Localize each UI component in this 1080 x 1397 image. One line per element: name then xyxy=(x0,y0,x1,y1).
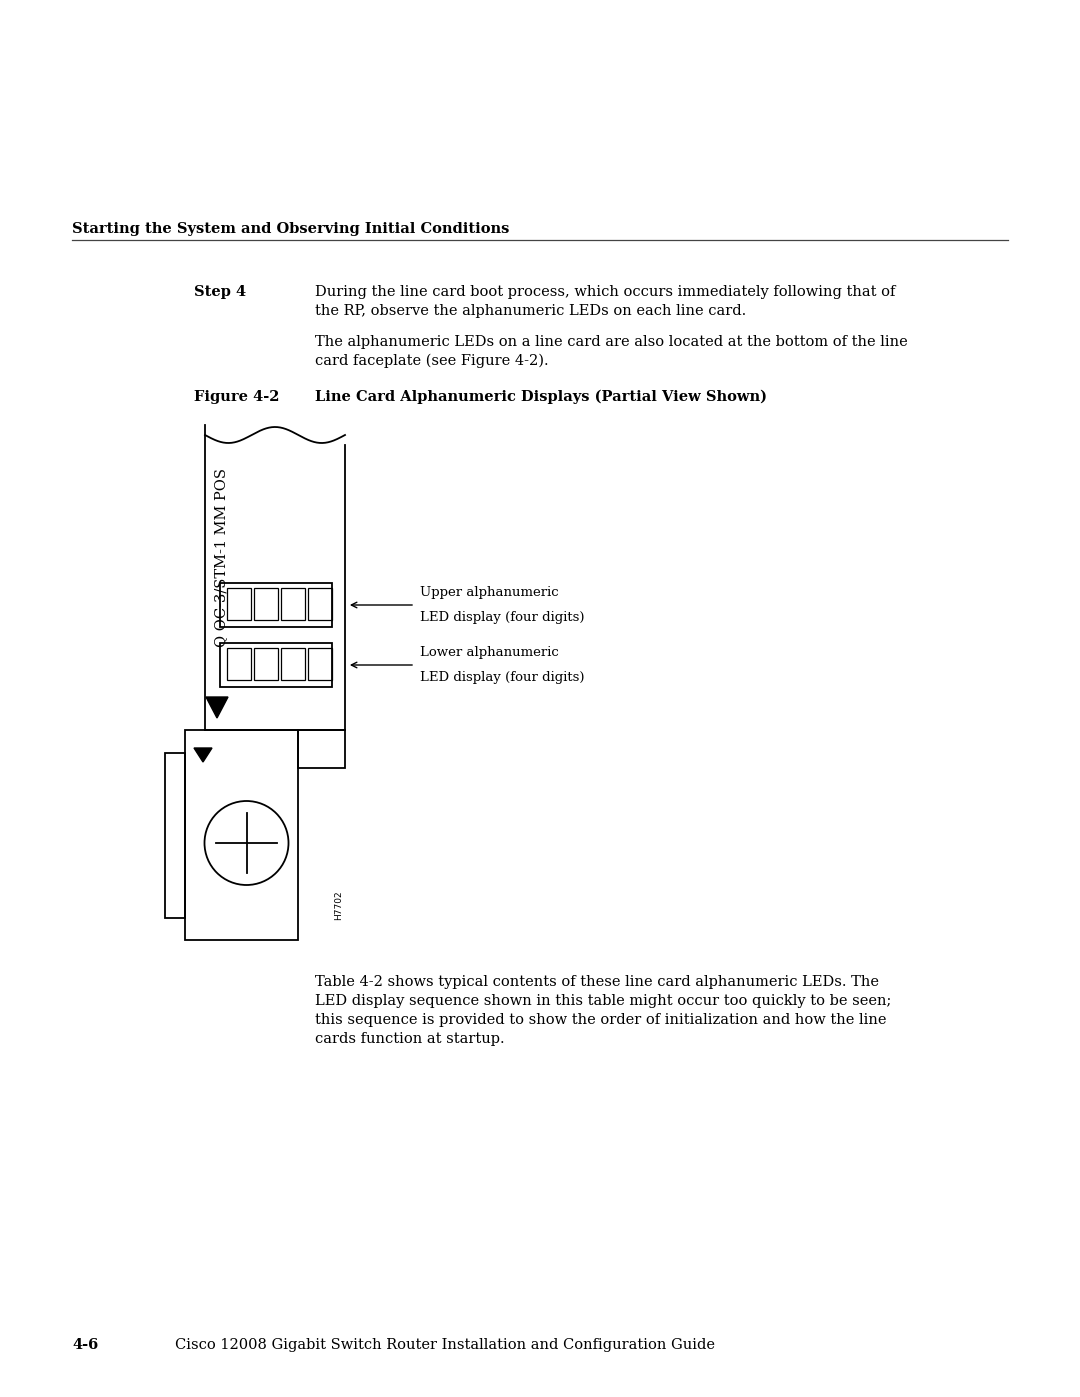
Text: cards function at startup.: cards function at startup. xyxy=(315,1032,504,1046)
Text: LED display sequence shown in this table might occur too quickly to be seen;: LED display sequence shown in this table… xyxy=(315,995,891,1009)
Polygon shape xyxy=(194,747,212,761)
Text: Figure 4-2: Figure 4-2 xyxy=(194,390,280,404)
Text: Upper alphanumeric: Upper alphanumeric xyxy=(420,585,558,599)
Text: the RP, observe the alphanumeric LEDs on each line card.: the RP, observe the alphanumeric LEDs on… xyxy=(315,305,746,319)
Polygon shape xyxy=(206,697,228,718)
Text: Step 4: Step 4 xyxy=(194,285,246,299)
Text: Lower alphanumeric: Lower alphanumeric xyxy=(420,645,558,659)
Text: Line Card Alphanumeric Displays (Partial View Shown): Line Card Alphanumeric Displays (Partial… xyxy=(315,390,767,404)
Text: 4-6: 4-6 xyxy=(72,1338,98,1352)
Text: Starting the System and Observing Initial Conditions: Starting the System and Observing Initia… xyxy=(72,222,510,236)
Text: Cisco 12008 Gigabit Switch Router Installation and Configuration Guide: Cisco 12008 Gigabit Switch Router Instal… xyxy=(175,1338,715,1352)
Text: Q OC-3/STM-1 MM POS: Q OC-3/STM-1 MM POS xyxy=(214,468,228,647)
Text: LED display (four digits): LED display (four digits) xyxy=(420,610,584,624)
Text: card faceplate (see Figure 4-2).: card faceplate (see Figure 4-2). xyxy=(315,353,549,369)
Text: The alphanumeric LEDs on a line card are also located at the bottom of the line: The alphanumeric LEDs on a line card are… xyxy=(315,335,908,349)
Text: During the line card boot process, which occurs immediately following that of: During the line card boot process, which… xyxy=(315,285,895,299)
Text: Table 4-2 shows typical contents of these line card alphanumeric LEDs. The: Table 4-2 shows typical contents of thes… xyxy=(315,975,879,989)
Text: LED display (four digits): LED display (four digits) xyxy=(420,671,584,685)
Text: this sequence is provided to show the order of initialization and how the line: this sequence is provided to show the or… xyxy=(315,1013,887,1027)
Text: H7702: H7702 xyxy=(335,890,343,921)
